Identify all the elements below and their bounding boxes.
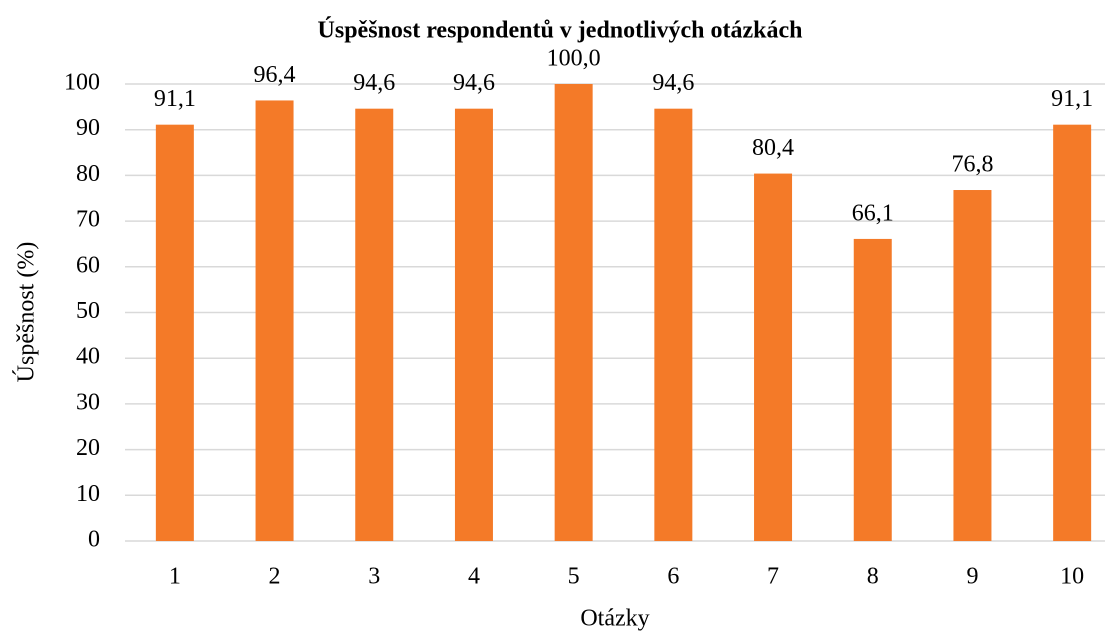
data-label: 96,4	[254, 62, 296, 88]
x-tick-label: 3	[368, 564, 380, 590]
y-tick-label: 20	[76, 435, 100, 461]
bar	[155, 124, 194, 541]
data-label: 100,0	[547, 46, 601, 72]
bar	[454, 108, 493, 541]
x-tick-label: 5	[568, 564, 580, 590]
data-label: 76,8	[951, 152, 993, 178]
bar	[754, 173, 793, 541]
x-tick-label: 4	[468, 564, 480, 590]
y-tick-label: 100	[64, 70, 100, 96]
x-tick-label: 6	[667, 564, 679, 590]
data-label: 94,6	[453, 70, 495, 96]
chart-title: Úspěšnost respondentů v jednotlivých otá…	[318, 18, 803, 44]
x-tick-label: 7	[767, 564, 779, 590]
bar	[1053, 124, 1092, 541]
y-tick-label: 10	[76, 481, 100, 507]
x-axis-label: Otázky	[580, 606, 649, 632]
bar	[953, 190, 992, 542]
y-tick-label: 80	[76, 161, 100, 187]
bar	[654, 108, 693, 541]
bar	[853, 238, 892, 541]
x-tick-label: 9	[966, 564, 978, 590]
y-tick-label: 60	[76, 252, 100, 278]
data-label: 66,1	[852, 200, 894, 226]
y-tick-label: 70	[76, 207, 100, 233]
y-tick-label: 0	[88, 527, 100, 553]
y-tick-label: 50	[76, 298, 100, 324]
data-label: 91,1	[1051, 86, 1093, 112]
y-tick-label: 30	[76, 389, 100, 415]
bar	[554, 84, 593, 541]
y-axis-label: Úspěšnost (%)	[13, 242, 40, 383]
x-tick-label: 2	[269, 564, 281, 590]
x-tick-label: 1	[169, 564, 181, 590]
bar	[355, 108, 394, 541]
data-label: 80,4	[752, 135, 794, 161]
data-label: 94,6	[652, 70, 694, 96]
data-label: 91,1	[154, 86, 196, 112]
y-tick-label: 40	[76, 344, 100, 370]
y-tick-label: 90	[76, 115, 100, 141]
bar	[255, 100, 294, 542]
x-tick-label: 10	[1060, 564, 1084, 590]
data-label: 94,6	[353, 70, 395, 96]
x-tick-label: 8	[867, 564, 879, 590]
